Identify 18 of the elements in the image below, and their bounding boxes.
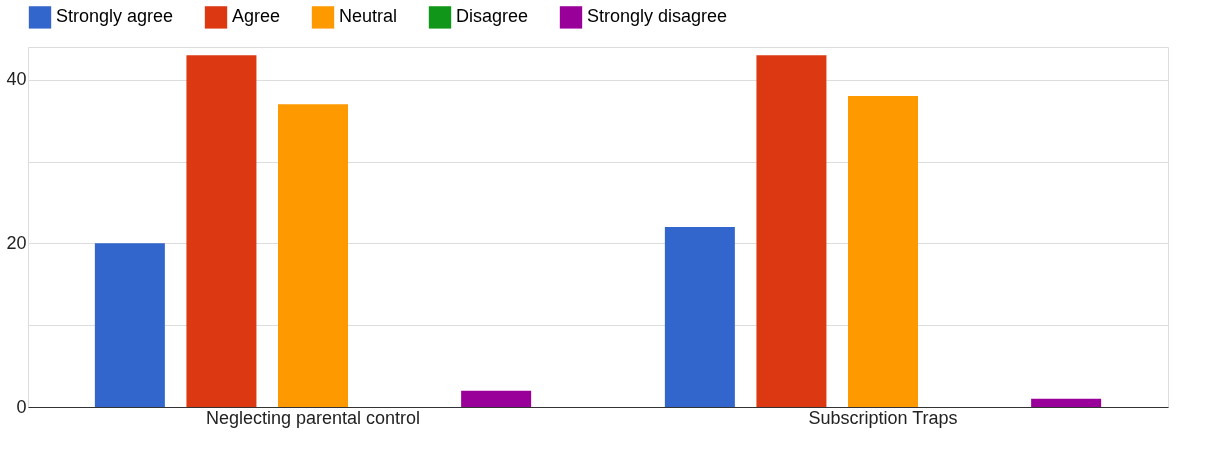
bar [461, 390, 532, 407]
legend-label: Agree [232, 6, 281, 27]
bar [848, 96, 918, 407]
legend-label: Strongly agree [56, 6, 174, 27]
y-tick-label: 40 [6, 69, 27, 90]
x-tick-label: Neglecting parental control [205, 407, 421, 428]
legend-label: Strongly disagree [587, 6, 728, 27]
legend-label: Disagree [456, 6, 529, 27]
bar [1031, 398, 1102, 407]
bar [94, 243, 165, 407]
bar [278, 104, 348, 407]
y-tick-label: 0 [16, 396, 27, 417]
y-tick-label: 20 [6, 232, 27, 253]
bar [756, 55, 827, 407]
x-tick-label: Subscription Traps [808, 407, 958, 428]
bar [664, 227, 735, 407]
bar [186, 55, 257, 407]
legend-label: Neutral [339, 6, 398, 27]
